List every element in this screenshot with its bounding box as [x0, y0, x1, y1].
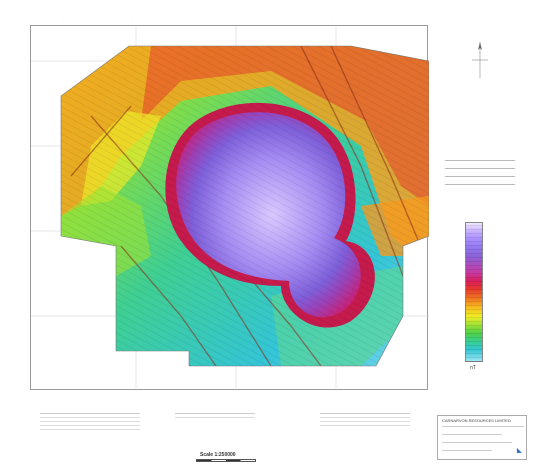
title-line [442, 450, 492, 451]
tick-label: · [132, 19, 133, 23]
tick-label: · [232, 19, 233, 23]
info-line [445, 184, 515, 185]
scale-bar [196, 459, 256, 462]
company-name: CARNARVON RESOURCES LIMITED [442, 418, 511, 423]
coordinate-info-block [320, 410, 410, 426]
legend-unit: nT [470, 365, 476, 371]
tick-label: · [62, 19, 63, 23]
info-line [445, 176, 515, 177]
magnetic-anomaly-map[interactable] [31, 26, 429, 391]
map-frame [30, 25, 429, 391]
title-block: CARNARVON RESOURCES LIMITED [437, 415, 527, 460]
processing-info-block [175, 410, 255, 418]
survey-info-block [40, 410, 140, 430]
title-line [442, 426, 524, 427]
color-legend [465, 222, 483, 362]
tick-label: · [332, 19, 333, 23]
info-line [445, 160, 515, 161]
info-line [445, 168, 515, 169]
north-arrow-icon [472, 42, 488, 78]
color-scale-bar [465, 222, 483, 362]
company-logo-icon: ◣ [517, 448, 522, 454]
scale-label: Scale 1:250000 [200, 452, 236, 458]
survey-area [61, 46, 429, 366]
title-line [442, 434, 502, 435]
color-scale-steps [465, 222, 483, 362]
title-line [442, 442, 512, 443]
